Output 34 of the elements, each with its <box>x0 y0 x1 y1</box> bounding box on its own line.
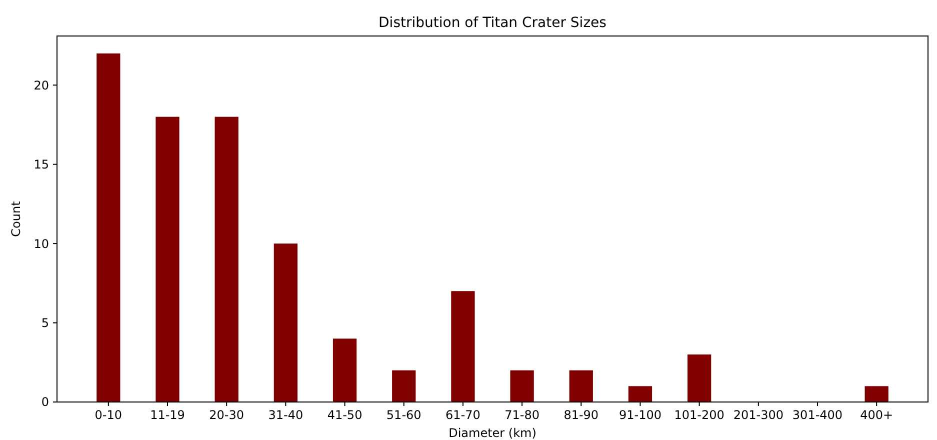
chart-title: Distribution of Titan Crater Sizes <box>378 15 606 31</box>
y-tick-label: 20 <box>34 78 49 92</box>
bar <box>156 116 180 402</box>
x-tick-label: 101-200 <box>674 408 724 422</box>
bar <box>332 338 357 402</box>
x-tick-label: 91-100 <box>618 408 662 422</box>
x-tick-label: 51-60 <box>386 408 422 422</box>
bar <box>628 386 652 402</box>
x-tick-label: 31-40 <box>268 408 304 422</box>
bar <box>214 116 238 402</box>
y-tick-label: 0 <box>41 395 49 410</box>
x-tick-label: 20-30 <box>209 408 244 422</box>
y-tick-label: 5 <box>41 316 49 330</box>
bar <box>510 370 534 402</box>
x-tick-label: 0-10 <box>94 408 122 422</box>
x-tick-label: 81-90 <box>564 408 599 422</box>
bar <box>451 291 475 402</box>
x-tick-label: 201-300 <box>733 408 784 422</box>
bar <box>569 370 593 402</box>
bar <box>688 354 712 402</box>
x-tick-label: 11-19 <box>150 408 185 422</box>
y-axis-title: Count <box>9 200 23 237</box>
x-tick-label: 61-70 <box>446 408 480 422</box>
x-tick-label: 41-50 <box>327 408 362 422</box>
bar <box>96 53 120 402</box>
x-axis-title: Diameter (km) <box>448 426 536 440</box>
y-tick-label: 10 <box>34 236 49 251</box>
x-tick-label: 301-400 <box>792 408 843 422</box>
bar <box>274 244 298 402</box>
y-tick-label: 15 <box>34 158 49 172</box>
x-tick-label: 71-80 <box>504 408 540 422</box>
bar <box>864 386 888 402</box>
bar <box>392 370 416 402</box>
x-tick-label: 400+ <box>860 408 894 422</box>
